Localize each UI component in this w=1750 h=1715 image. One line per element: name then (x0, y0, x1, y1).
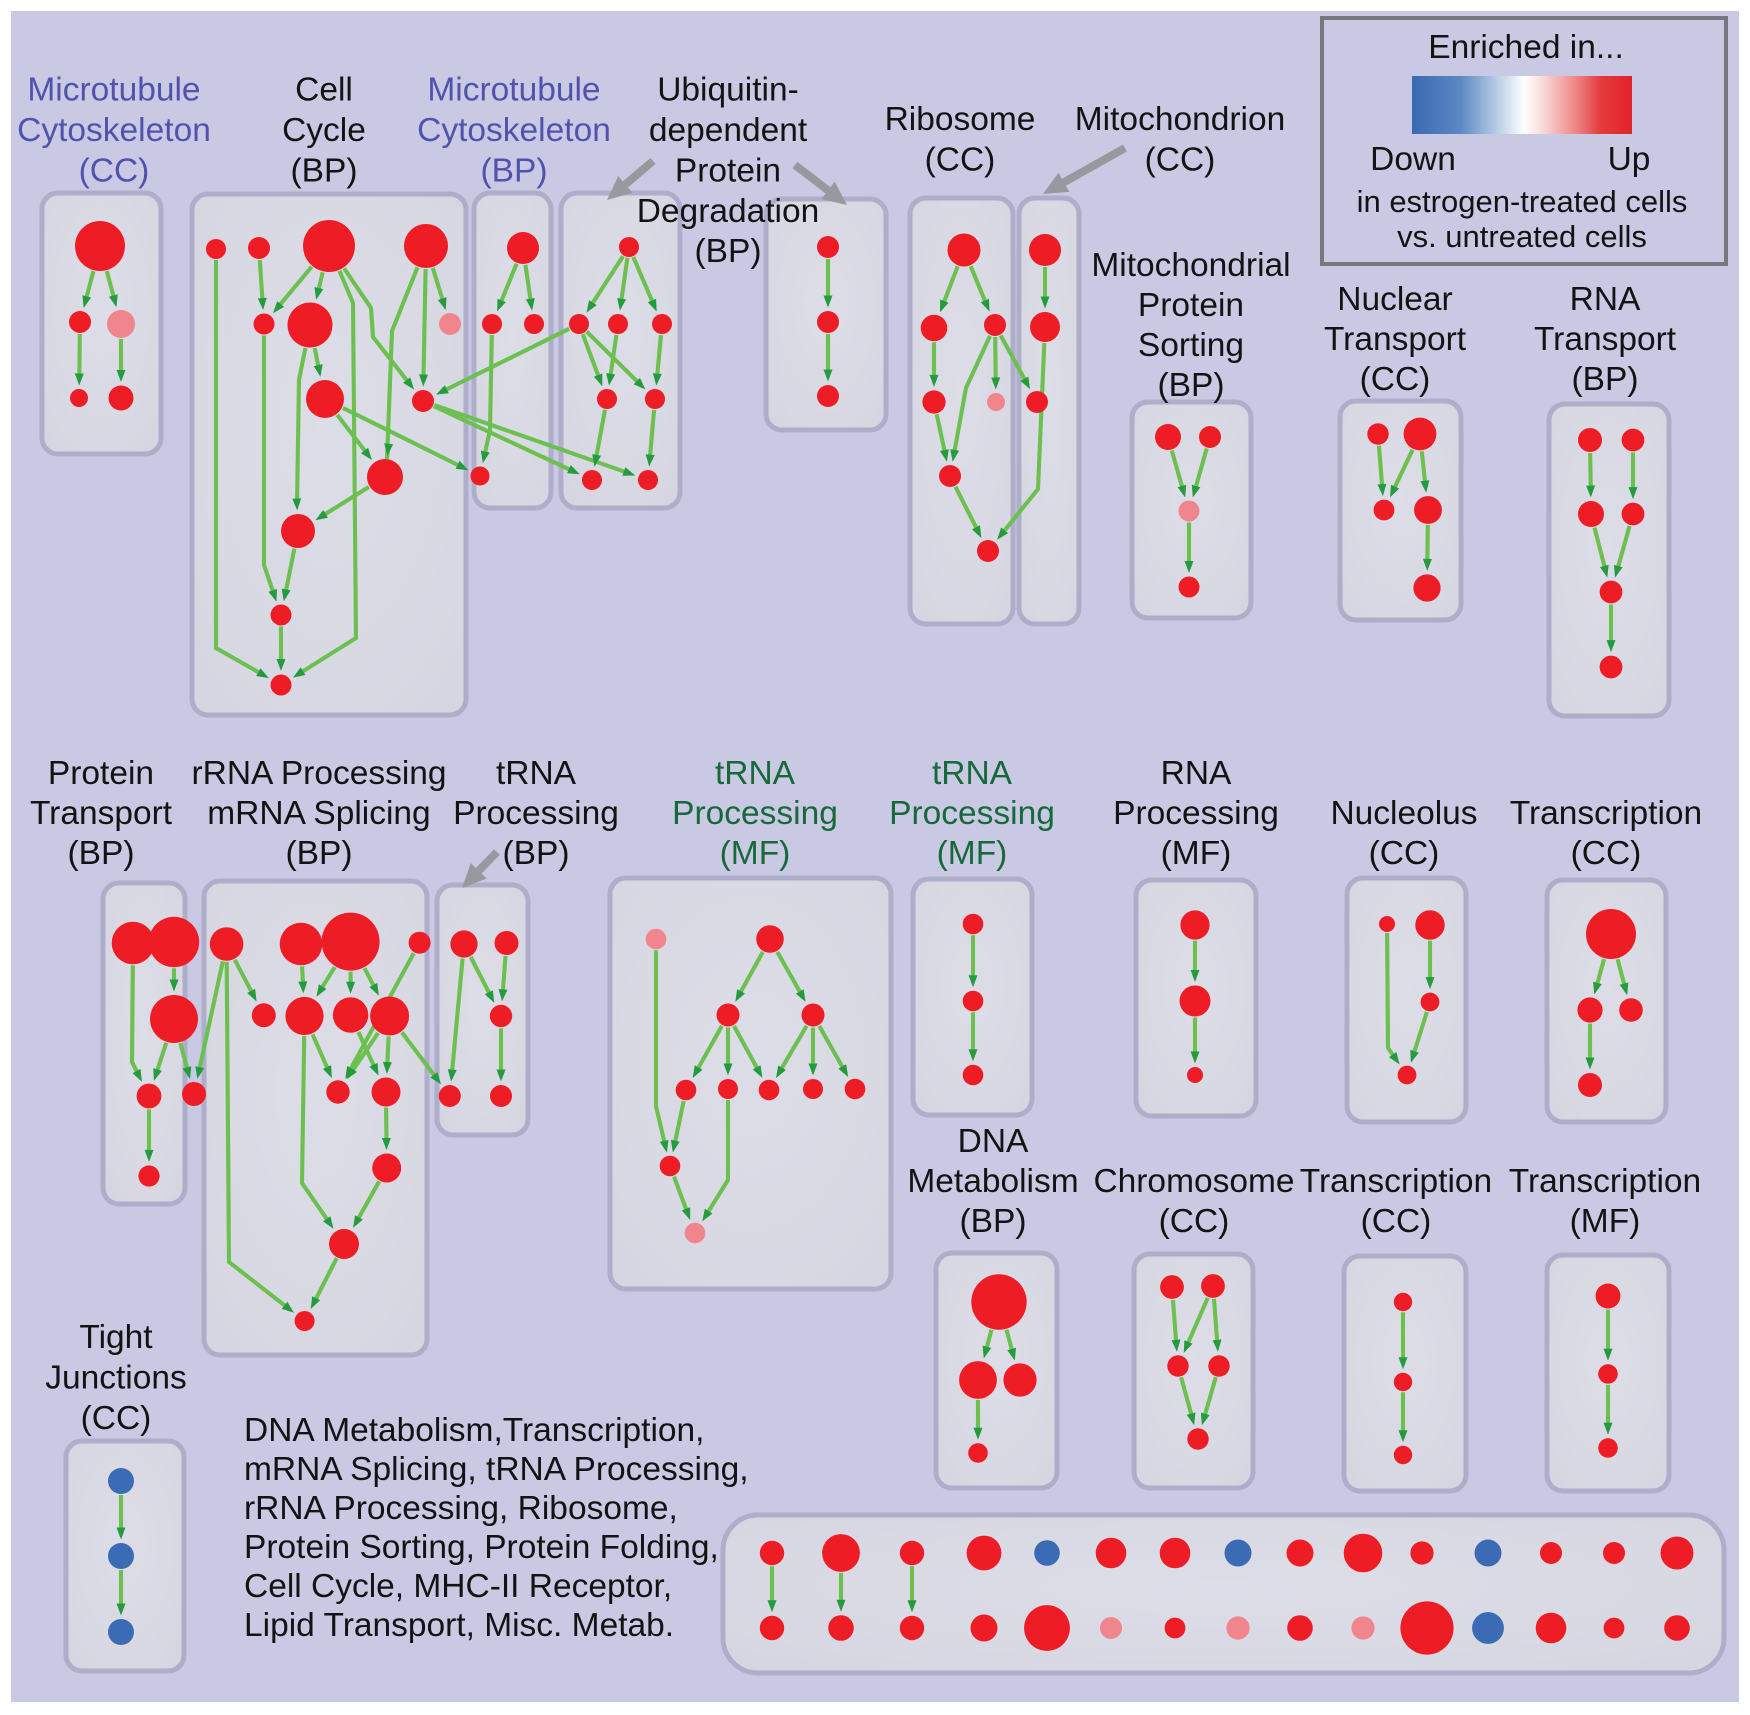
svg-text:Protein: Protein (675, 153, 781, 190)
svg-text:Cytoskeleton: Cytoskeleton (17, 112, 211, 149)
svg-text:Lipid Transport, Misc. Metab.: Lipid Transport, Misc. Metab. (244, 1607, 674, 1644)
svg-text:dependent: dependent (649, 112, 808, 149)
svg-text:rRNA Processing: rRNA Processing (191, 755, 446, 792)
svg-text:RNA: RNA (1570, 281, 1641, 318)
svg-text:(CC): (CC) (79, 153, 150, 190)
svg-text:Chromosome: Chromosome (1093, 1163, 1294, 1200)
svg-text:Nuclear: Nuclear (1337, 281, 1452, 318)
svg-text:(CC): (CC) (1571, 835, 1642, 872)
svg-text:Microtubule: Microtubule (427, 72, 600, 109)
svg-text:mRNA Splicing: mRNA Splicing (207, 795, 430, 832)
svg-text:Cell: Cell (295, 72, 353, 109)
svg-text:(BP): (BP) (1158, 367, 1225, 404)
svg-text:Processing: Processing (453, 795, 619, 832)
svg-text:Transcription: Transcription (1300, 1163, 1492, 1200)
svg-text:(MF): (MF) (1570, 1203, 1641, 1240)
svg-text:Cycle: Cycle (282, 112, 366, 149)
svg-text:(CC): (CC) (81, 1400, 152, 1437)
svg-text:Processing: Processing (672, 795, 838, 832)
svg-text:(CC): (CC) (1360, 361, 1431, 398)
svg-text:Protein: Protein (48, 755, 154, 792)
svg-text:Protein Sorting, Protein Foldi: Protein Sorting, Protein Folding, (244, 1529, 719, 1566)
svg-text:(BP): (BP) (1572, 361, 1639, 398)
svg-text:Processing: Processing (889, 795, 1055, 832)
svg-text:Degradation: Degradation (637, 193, 820, 230)
svg-text:Mitochondrion: Mitochondrion (1075, 101, 1285, 138)
svg-text:Down: Down (1370, 141, 1456, 178)
svg-text:(MF): (MF) (720, 835, 791, 872)
svg-text:DNA Metabolism,Transcription,: DNA Metabolism,Transcription, (244, 1412, 704, 1449)
svg-text:(CC): (CC) (925, 142, 996, 179)
svg-text:tRNA: tRNA (715, 755, 796, 792)
svg-text:tRNA: tRNA (496, 755, 577, 792)
svg-text:(BP): (BP) (68, 835, 135, 872)
svg-text:(CC): (CC) (1145, 142, 1216, 179)
svg-text:Junctions: Junctions (45, 1360, 187, 1397)
svg-text:mRNA Splicing, tRNA Processing: mRNA Splicing, tRNA Processing, (244, 1451, 749, 1488)
svg-text:Ribosome: Ribosome (885, 101, 1036, 138)
svg-text:in estrogen-treated cells: in estrogen-treated cells (1357, 184, 1688, 219)
svg-text:rRNA Processing, Ribosome,: rRNA Processing, Ribosome, (244, 1490, 678, 1527)
svg-text:(CC): (CC) (1159, 1203, 1230, 1240)
svg-text:Transcription: Transcription (1510, 795, 1702, 832)
svg-text:Transcription: Transcription (1509, 1163, 1701, 1200)
svg-text:Microtubule: Microtubule (27, 72, 200, 109)
svg-text:(MF): (MF) (937, 835, 1008, 872)
svg-text:(BP): (BP) (960, 1203, 1027, 1240)
svg-text:Cell Cycle, MHC-II Receptor,: Cell Cycle, MHC-II Receptor, (244, 1568, 672, 1605)
svg-text:Ubiquitin-: Ubiquitin- (657, 72, 799, 109)
svg-text:Transport: Transport (1324, 321, 1467, 358)
svg-text:tRNA: tRNA (932, 755, 1013, 792)
svg-text:Nucleolus: Nucleolus (1330, 795, 1477, 832)
svg-text:Transport: Transport (30, 795, 173, 832)
svg-text:(CC): (CC) (1369, 835, 1440, 872)
svg-text:Sorting: Sorting (1138, 327, 1244, 364)
svg-text:vs. untreated cells: vs. untreated cells (1397, 219, 1647, 254)
svg-text:Protein: Protein (1138, 287, 1244, 324)
svg-text:Tight: Tight (79, 1319, 153, 1356)
svg-text:(BP): (BP) (503, 835, 570, 872)
svg-text:Transport: Transport (1534, 321, 1677, 358)
svg-text:DNA: DNA (958, 1123, 1029, 1160)
svg-text:(CC): (CC) (1361, 1203, 1432, 1240)
svg-text:(BP): (BP) (286, 835, 353, 872)
svg-text:RNA: RNA (1161, 755, 1232, 792)
svg-text:(BP): (BP) (695, 233, 762, 270)
svg-text:(BP): (BP) (481, 153, 548, 190)
svg-text:(BP): (BP) (291, 153, 358, 190)
svg-text:Metabolism: Metabolism (907, 1163, 1078, 1200)
svg-text:Enriched in...: Enriched in... (1428, 29, 1624, 66)
svg-text:Up: Up (1608, 141, 1651, 178)
svg-text:Processing: Processing (1113, 795, 1279, 832)
svg-text:(MF): (MF) (1161, 835, 1232, 872)
svg-text:Cytoskeleton: Cytoskeleton (417, 112, 611, 149)
svg-text:Mitochondrial: Mitochondrial (1091, 247, 1290, 284)
